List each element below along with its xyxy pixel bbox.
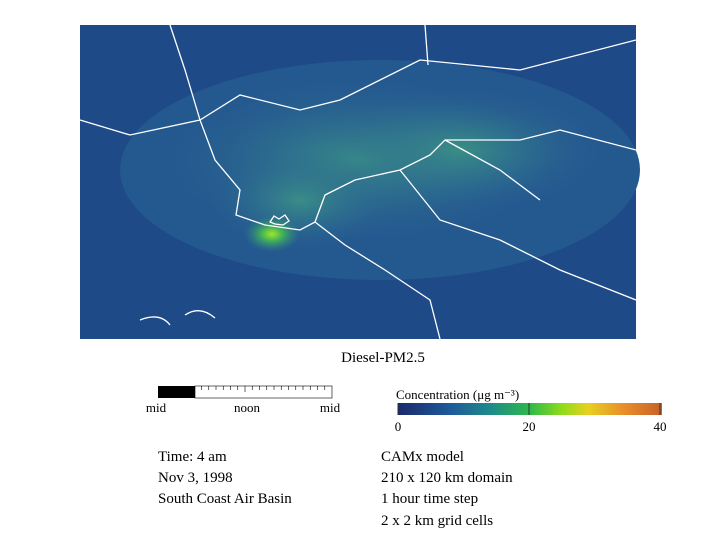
info-right: CAMx model 210 x 120 km domain 1 hour ti… [381, 449, 513, 529]
timeline-label: mid [320, 400, 341, 415]
info-line: Time: 4 am [158, 449, 227, 465]
colorbar: Concentration (μg m⁻³) 0 20 40 [395, 387, 667, 434]
timeline-label: noon [234, 400, 261, 415]
map [79, 24, 640, 340]
info-line: 1 hour time step [381, 491, 478, 507]
info-line: South Coast Air Basin [158, 491, 292, 507]
colorbar-tick-label: 40 [654, 419, 667, 434]
info-line: CAMx model [381, 449, 464, 465]
info-line: 2 x 2 km grid cells [381, 513, 493, 529]
map-title: Diesel-PM2.5 [341, 350, 425, 366]
info-left: Time: 4 am Nov 3, 1998 South Coast Air B… [158, 449, 292, 507]
colorbar-tick-label: 20 [523, 419, 536, 434]
colorbar-tick-label: 0 [395, 419, 402, 434]
timeline-label: mid [146, 400, 167, 415]
colorbar-label: Concentration (μg m⁻³) [396, 387, 519, 402]
timeline: mid noon mid [146, 385, 341, 415]
info-line: Nov 3, 1998 [158, 470, 233, 486]
info-line: 210 x 120 km domain [381, 470, 513, 486]
